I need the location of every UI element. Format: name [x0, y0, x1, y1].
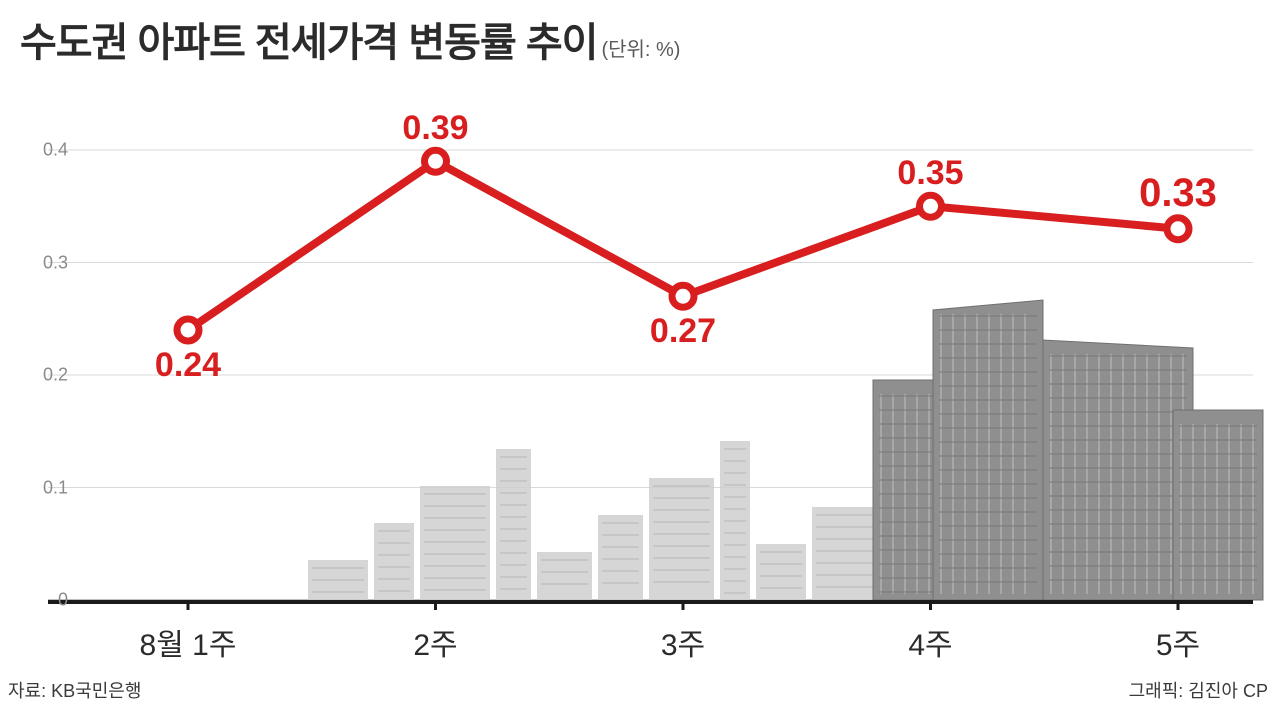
source-text: 자료: KB국민은행 — [8, 677, 141, 703]
chart-title: 수도권 아파트 전세가격 변동률 추이 — [20, 10, 597, 68]
y-tick-label: 0.3 — [43, 252, 68, 273]
title-row: 수도권 아파트 전세가격 변동률 추이 (단위: %) — [20, 10, 680, 68]
chart-area: 00.10.20.30.40.248월 1주0.392주0.273주0.354주… — [38, 70, 1268, 610]
x-tick-label: 5주 — [1156, 620, 1200, 664]
data-point-label: 0.33 — [1139, 171, 1217, 216]
x-tick-label: 2주 — [413, 620, 457, 664]
y-tick-label: 0.4 — [43, 140, 68, 161]
chart-container: 수도권 아파트 전세가격 변동률 추이 (단위: %) 0 0.1 0.2 0.3 0.… — [0, 0, 1280, 709]
data-point-label: 0.39 — [402, 109, 468, 148]
y-tick-label: 0.2 — [43, 365, 68, 386]
x-tick-label: 4주 — [908, 620, 952, 664]
data-point-label: 0.27 — [650, 312, 716, 351]
data-point-label: 0.35 — [897, 154, 963, 193]
x-tick-label: 8월 1주 — [140, 620, 237, 664]
y-tick-label: 0 — [58, 590, 68, 611]
x-tick-label: 3주 — [661, 620, 705, 664]
data-point-label: 0.24 — [155, 346, 221, 385]
chart-unit: (단위: %) — [601, 33, 680, 62]
y-tick-label: 0.1 — [43, 477, 68, 498]
credit-text: 그래픽: 김진아 CP — [1129, 677, 1268, 703]
